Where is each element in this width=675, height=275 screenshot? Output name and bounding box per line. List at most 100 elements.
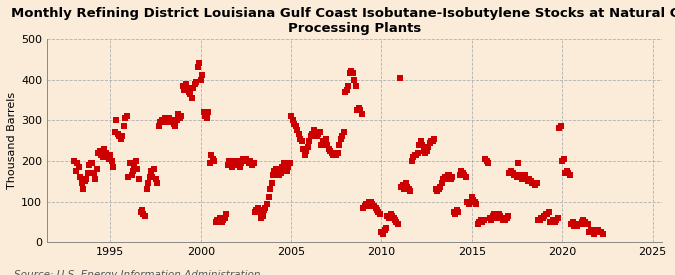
Point — [248, 161, 259, 165]
Point — [257, 214, 268, 218]
Point — [236, 161, 247, 165]
Point — [596, 230, 607, 234]
Point — [518, 175, 529, 179]
Point — [107, 159, 117, 163]
Point — [316, 142, 327, 147]
Point — [402, 185, 412, 189]
Point — [348, 71, 358, 76]
Point — [364, 199, 375, 204]
Point — [203, 110, 214, 114]
Point — [111, 118, 122, 122]
Point — [343, 83, 354, 88]
Point — [479, 218, 489, 222]
Point — [169, 124, 180, 128]
Point — [269, 169, 280, 173]
Point — [192, 65, 203, 70]
Point — [289, 122, 300, 127]
Point — [259, 207, 269, 212]
Point — [590, 230, 601, 234]
Point — [273, 173, 284, 177]
Point — [81, 177, 92, 182]
Point — [570, 222, 581, 226]
Point — [367, 201, 378, 206]
Point — [323, 147, 334, 151]
Point — [322, 142, 333, 147]
Point — [388, 216, 399, 220]
Point — [569, 224, 580, 228]
Point — [329, 150, 340, 155]
Point — [91, 167, 102, 171]
Point — [221, 211, 232, 216]
Point — [400, 181, 411, 185]
Point — [581, 222, 592, 226]
Point — [574, 222, 585, 226]
Point — [512, 175, 522, 179]
Point — [122, 114, 132, 118]
Point — [507, 171, 518, 175]
Point — [233, 161, 244, 165]
Point — [279, 165, 290, 169]
Point — [463, 201, 474, 206]
Point — [393, 222, 404, 226]
Point — [296, 138, 307, 143]
Title: Monthly Refining District Louisiana Gulf Coast Isobutane-Isobutylene Stocks at N: Monthly Refining District Louisiana Gulf… — [11, 7, 675, 35]
Point — [562, 169, 572, 173]
Point — [266, 181, 277, 185]
Point — [131, 159, 142, 163]
Point — [308, 128, 319, 133]
Point — [361, 201, 372, 206]
Point — [119, 124, 130, 128]
Point — [128, 169, 138, 173]
Point — [471, 201, 482, 206]
Point — [399, 187, 410, 191]
Point — [278, 161, 289, 165]
Point — [492, 214, 503, 218]
Point — [545, 220, 556, 224]
Point — [453, 210, 464, 214]
Point — [418, 148, 429, 153]
Point — [456, 169, 466, 173]
Point — [239, 159, 250, 163]
Point — [430, 187, 441, 191]
Point — [78, 187, 88, 191]
Point — [373, 210, 384, 214]
Point — [228, 159, 239, 163]
Point — [403, 187, 414, 191]
Point — [219, 216, 230, 220]
Point — [319, 140, 329, 145]
Point — [433, 187, 444, 191]
Point — [178, 83, 188, 88]
Point — [415, 138, 426, 143]
Point — [394, 75, 405, 80]
Point — [102, 155, 113, 159]
Point — [225, 163, 236, 167]
Point — [549, 220, 560, 224]
Point — [217, 220, 227, 224]
Point — [262, 201, 273, 206]
Point — [132, 167, 143, 171]
Point — [360, 204, 371, 208]
Point — [468, 197, 479, 202]
Point — [558, 157, 569, 161]
Point — [486, 218, 497, 222]
Point — [327, 150, 338, 155]
Point — [190, 81, 200, 86]
Point — [271, 167, 281, 171]
Point — [117, 134, 128, 139]
Point — [206, 153, 217, 157]
Point — [234, 165, 245, 169]
Point — [444, 173, 455, 177]
Point — [95, 148, 105, 153]
Point — [465, 199, 476, 204]
Point — [254, 210, 265, 214]
Point — [74, 165, 84, 169]
Point — [213, 218, 224, 222]
Point — [141, 187, 152, 191]
Point — [350, 83, 361, 88]
Point — [404, 189, 415, 194]
Point — [454, 173, 465, 177]
Point — [379, 228, 390, 232]
Point — [310, 132, 321, 137]
Point — [381, 226, 392, 230]
Point — [481, 159, 492, 163]
